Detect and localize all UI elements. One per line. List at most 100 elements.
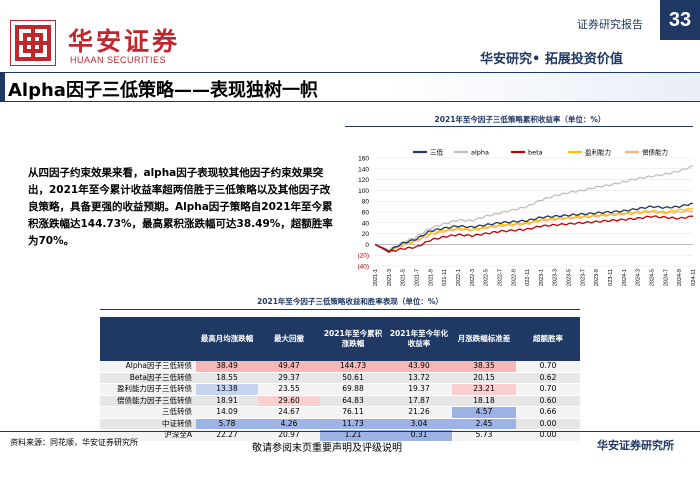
table-cell: 49.47 <box>258 361 320 373</box>
table-cell: 5.78 <box>196 418 258 431</box>
y-tick-label: 140 <box>358 166 369 173</box>
chart-title-rule <box>345 126 693 127</box>
table-cell: 21.26 <box>386 406 452 419</box>
x-tick-label: 2021-1 <box>373 269 379 286</box>
table-cell: 23.55 <box>258 383 320 396</box>
table-cell: 18.18 <box>452 395 516 408</box>
y-tick-label: 80 <box>362 199 370 206</box>
logo-chinese-name: 华安证券 <box>68 27 181 56</box>
legend-label: beta <box>528 149 543 157</box>
y-tick-label: (20) <box>357 253 369 260</box>
logo-mark <box>10 20 56 66</box>
table-cell: 0.00 <box>516 418 580 431</box>
table-row: 沪深全A 22.27 20.97 1.21 0.31 5.73 0.00 <box>100 429 580 442</box>
x-tick-label: 2022-3 <box>470 269 476 286</box>
x-tick-label: 2024-7 <box>663 269 669 286</box>
table-cell: 2.45 <box>452 418 516 431</box>
table-cell: 4.57 <box>452 406 516 419</box>
table-cell: 11.73 <box>320 418 386 431</box>
x-tick-label: 2023-7 <box>580 269 586 286</box>
y-tick-label: 160 <box>358 156 369 163</box>
row-label: 中证转债 <box>100 418 196 431</box>
table-cell: 50.61 <box>320 372 386 385</box>
chart-title: 2021年至今因子三低策略累积收益率（单位：%） <box>434 115 606 124</box>
table-cell: 23.21 <box>452 383 516 396</box>
x-tick-label: 2023-3 <box>553 269 559 286</box>
disclaimer-link[interactable]: 敬请参阅末页重要声明及评级说明 <box>252 443 402 454</box>
table-cell: 64.83 <box>320 395 386 408</box>
header-cell: 2021年至今累积涨跌幅 <box>320 317 386 361</box>
x-tick-label: 2021-11 <box>442 269 448 286</box>
table-cell: 0.31 <box>386 429 452 442</box>
table-row: Beta因子三低转债 18.55 29.37 50.61 13.72 20.15… <box>100 372 580 385</box>
table-cell: 13.38 <box>196 383 258 396</box>
table-cell: 1.21 <box>320 429 386 442</box>
row-label: 三低转债 <box>100 406 196 419</box>
data-source: 资料来源：同花顺，华安证券研究所 <box>10 438 138 447</box>
header-cell: 超额胜率 <box>516 317 580 361</box>
table-cell: 18.91 <box>196 395 258 408</box>
table-row: Alpha因子三低转债 38.49 49.47 144.73 43.90 38.… <box>100 361 580 373</box>
x-tick-label: 2022-7 <box>497 269 503 286</box>
table-cell: 69.88 <box>320 383 386 396</box>
x-tick-label: 2024-5 <box>650 269 656 286</box>
y-tick-label: 0 <box>365 242 369 249</box>
table-cell: 20.15 <box>452 372 516 385</box>
cumulative-return-chart: 160 140 120 100 80 60 40 20 0 (20) (40) 2021-1 2021-… <box>357 148 697 287</box>
table-cell: 76.11 <box>320 406 386 419</box>
series-line-4 <box>374 210 694 251</box>
table-cell: 0.70 <box>516 383 580 396</box>
table-row: 偿债能力因子三低转债 18.91 29.60 64.83 17.87 18.18… <box>100 395 580 408</box>
footer-rule <box>0 431 700 432</box>
legend-label: 三低 <box>430 148 444 157</box>
table-cell: 4.26 <box>258 418 320 431</box>
x-tick-label: 2023-5 <box>567 269 573 286</box>
table-cell: 5.73 <box>452 429 516 442</box>
table-cell: 29.60 <box>258 395 320 408</box>
series-line-1 <box>374 165 693 252</box>
title-bar <box>0 72 700 102</box>
table-cell: 24.67 <box>258 406 320 419</box>
row-label: 盈利能力因子三低转债 <box>100 383 196 396</box>
header-cell: 月涨跌幅标准差 <box>452 317 516 361</box>
table-cell: 29.37 <box>258 372 320 385</box>
y-tick-label: (40) <box>357 264 369 271</box>
row-label: Beta因子三低转债 <box>100 372 196 385</box>
legend-label: 盈利能力 <box>585 148 611 157</box>
x-tick-label: 2022-9 <box>511 269 517 286</box>
table-cell: 19.37 <box>386 383 452 396</box>
table-header-row: 最高月均涨跌幅 最大回撤 2021年至今累积涨跌幅 2021年至今年化收益率 月… <box>100 317 580 361</box>
header-cell: 2021年至今年化收益率 <box>386 317 452 361</box>
table-title-rule <box>100 309 580 310</box>
table-cell: 144.73 <box>320 361 386 373</box>
series-line-3 <box>374 207 694 252</box>
table-cell: 17.87 <box>386 395 452 408</box>
y-tick-label: 60 <box>362 210 370 217</box>
x-tick-label: 2023-9 <box>594 269 600 286</box>
x-tick-label: 2022-5 <box>484 269 490 286</box>
table-cell: 0.60 <box>516 395 580 408</box>
x-tick-label: 2023-1 <box>539 269 545 286</box>
table-cell: 14.09 <box>196 406 258 419</box>
report-type-label: 证券研究报告 <box>577 18 643 31</box>
title-accent <box>0 72 5 102</box>
series-line-0 <box>374 202 694 253</box>
x-tick-label: 2024-3 <box>636 269 642 286</box>
y-tick-label: 100 <box>358 188 369 195</box>
summary-paragraph: 从四因子约束效果来看，alpha因子表现较其他因子约束效果突出，2021年至今累… <box>28 167 333 247</box>
y-tick-label: 40 <box>362 220 370 227</box>
slogan: 华安研究• 拓展投资价值 <box>480 52 623 67</box>
table-cell: 3.04 <box>386 418 452 431</box>
x-tick-label: 2024-11 <box>691 269 697 286</box>
header-cell: 最高月均涨跌幅 <box>196 317 258 361</box>
logo-english-name: HUAAN SECURITIES <box>70 55 167 65</box>
table-cell: 0.00 <box>516 429 580 442</box>
page-title: Alpha因子三低策略——表现独树一帜 <box>8 80 318 101</box>
x-tick-label: 2024-1 <box>622 269 628 286</box>
legend-label: alpha <box>471 149 489 157</box>
row-label: Alpha因子三低转债 <box>100 361 196 373</box>
table-cell: 22.27 <box>196 429 258 442</box>
table-cell: 38.49 <box>196 361 258 373</box>
table-cell: 38.35 <box>452 361 516 373</box>
x-tick-label: 2024-9 <box>677 269 683 286</box>
